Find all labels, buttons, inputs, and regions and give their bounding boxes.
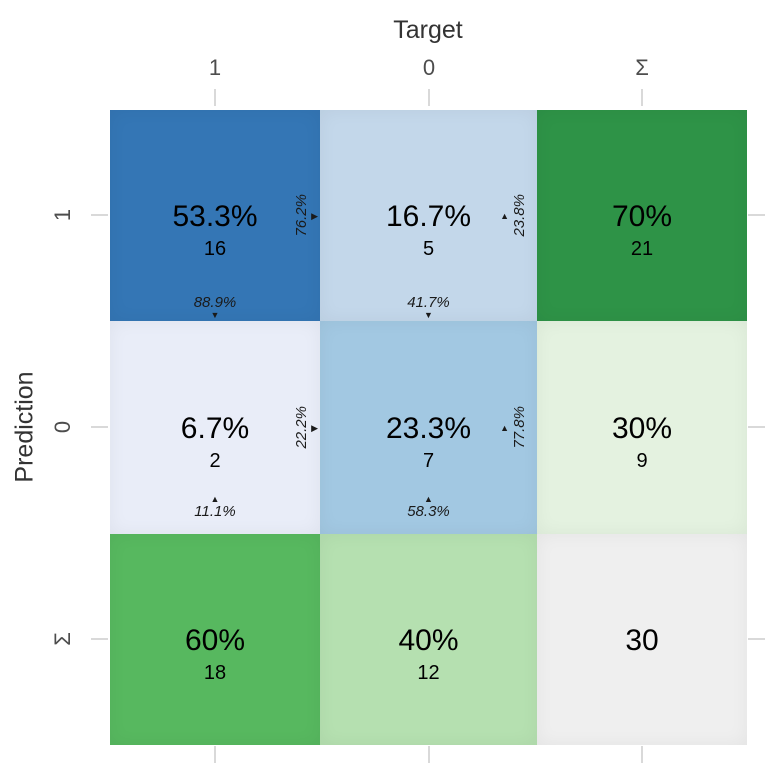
axis-tick: [91, 426, 108, 428]
column-percent-label: 88.9% ▼: [110, 294, 320, 320]
row-percent-label: 22.2% ▶: [293, 321, 318, 534]
cell-pred-sum-target-sum: 30: [537, 534, 747, 745]
cell-pred-1-target-0: 16.7% 5 ▲ 23.8% 41.7% ▼: [320, 110, 537, 321]
axis-tick: [428, 746, 430, 763]
cell-percent: 23.3%: [385, 411, 472, 445]
y-axis-title: Prediction: [10, 371, 39, 483]
x-tick-label-1: 1: [208, 55, 222, 80]
arrow-up-icon: ▲: [424, 494, 433, 504]
arrow-right-icon: ▶: [311, 422, 318, 433]
row-percent-value: 76.2%: [293, 194, 311, 237]
cell-count: 7: [422, 449, 435, 472]
arrow-up-icon: ▲: [500, 210, 509, 221]
axis-tick: [214, 89, 216, 106]
column-percent-value: 41.7%: [407, 294, 450, 311]
cell-count: 9: [636, 449, 648, 472]
cell-percent: 70%: [611, 199, 673, 233]
cell-pred-0-target-1: 6.7% 2 22.2% ▶ ▲ 11.1%: [110, 321, 320, 534]
cell-total-count: 30: [625, 623, 659, 657]
cell-percent: 6.7%: [180, 411, 250, 445]
cell-pred-1-target-sum: 70% 21: [537, 110, 747, 321]
axis-tick: [91, 214, 108, 216]
axis-tick: [428, 89, 430, 106]
axis-tick: [748, 426, 765, 428]
cell-pred-sum-target-0: 40% 12: [320, 534, 537, 745]
cell-count: 5: [422, 237, 435, 260]
cell-count: 12: [417, 661, 440, 684]
axis-tick: [641, 746, 643, 763]
y-tick-label-0: 0: [50, 420, 75, 434]
cell-count: 21: [630, 237, 654, 260]
column-percent-value: 58.3%: [407, 503, 450, 520]
arrow-up-icon: ▲: [500, 422, 509, 433]
column-percent-value: 88.9%: [193, 294, 237, 311]
axis-tick: [748, 638, 765, 640]
cell-count: 2: [209, 449, 221, 472]
cell-percent: 40%: [398, 623, 459, 657]
cell-count: 16: [203, 237, 227, 260]
row-percent-label: ▲ 23.8%: [500, 110, 528, 321]
column-percent-label: ▲ 11.1%: [110, 494, 320, 521]
cell-pred-sum-target-1: 60% 18: [110, 534, 320, 745]
cell-percent: 30%: [611, 411, 673, 445]
row-percent-value: 23.8%: [511, 194, 528, 237]
arrow-down-icon: ▼: [424, 310, 433, 320]
axis-tick: [748, 214, 765, 216]
cell-pred-0-target-0: 23.3% 7 ▲ 77.8% ▲ 58.3%: [320, 321, 537, 534]
arrow-right-icon: ▶: [311, 210, 318, 221]
cell-percent: 53.3%: [172, 199, 258, 233]
cell-pred-1-target-1: 53.3% 16 76.2% ▶ 88.9% ▼: [110, 110, 320, 321]
column-percent-label: ▲ 58.3%: [320, 494, 537, 521]
x-axis-title: Target: [393, 16, 463, 44]
cell-percent: 60%: [184, 623, 246, 657]
row-percent-label: ▲ 77.8%: [500, 321, 528, 534]
axis-tick: [641, 89, 643, 106]
column-percent-label: 41.7% ▼: [320, 294, 537, 320]
row-percent-label: 76.2% ▶: [293, 110, 318, 321]
axis-tick: [91, 638, 108, 640]
cell-count: 18: [203, 661, 227, 684]
row-percent-value: 22.2%: [293, 406, 311, 449]
arrow-up-icon: ▲: [210, 494, 220, 504]
cell-pred-0-target-sum: 30% 9: [537, 321, 747, 534]
y-tick-label-1: 1: [50, 208, 75, 222]
y-tick-label-sum: Σ: [50, 632, 75, 646]
cell-percent: 16.7%: [385, 199, 472, 233]
x-tick-label-sum: Σ: [635, 55, 649, 80]
column-percent-value: 11.1%: [194, 503, 236, 520]
x-tick-label-0: 0: [422, 55, 436, 80]
row-percent-value: 77.8%: [511, 406, 528, 449]
axis-tick: [214, 746, 216, 763]
arrow-down-icon: ▼: [210, 310, 220, 320]
